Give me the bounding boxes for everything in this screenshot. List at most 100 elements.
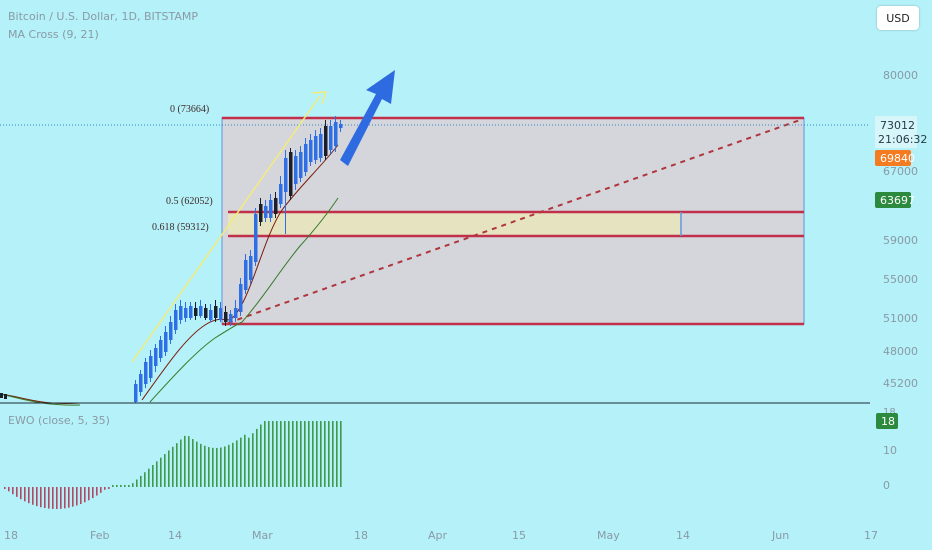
ewo-bar (96, 487, 98, 496)
ewo-bar (156, 461, 158, 487)
time-tick: Feb (90, 529, 109, 542)
ewo-bar (68, 487, 70, 508)
ewo-bar (112, 485, 114, 487)
currency-button[interactable]: USD (877, 6, 919, 30)
ewo-bar (172, 446, 174, 487)
ewo-bar (56, 487, 58, 509)
candle (219, 308, 223, 320)
ewo-bar (188, 436, 190, 487)
candle (259, 204, 263, 222)
time-tick: 14 (676, 529, 690, 542)
ewo-tick: 0 (883, 479, 890, 492)
candle (339, 124, 343, 128)
fib-label-0618: 0.618 (59312) (152, 222, 209, 233)
time-axis[interactable]: 18 Feb 14 Mar 18 Apr 15 May 14 Jun 17 (4, 529, 878, 542)
candle (174, 310, 178, 330)
candle (144, 362, 148, 384)
ewo-bar (104, 487, 106, 490)
ewo-bar (128, 485, 130, 487)
candle (0, 393, 3, 398)
candle (199, 306, 203, 316)
ewo-bar (248, 437, 250, 487)
ewo-bar (140, 475, 142, 487)
ewo-bar (160, 457, 162, 487)
ma-cross-legend: MA Cross (9, 21) (8, 28, 99, 41)
candle (139, 374, 143, 392)
ewo-bar (208, 447, 210, 487)
candle (304, 144, 308, 172)
ewo-bar (116, 485, 118, 487)
countdown-timer: 21:06:32 (878, 133, 927, 146)
ewo-bar (92, 487, 94, 499)
ewo-bar (120, 485, 122, 487)
ewo-bar (332, 421, 334, 487)
candle (239, 284, 243, 312)
ewo-bar (80, 487, 82, 504)
ewo-bar (264, 421, 266, 487)
candle (289, 152, 293, 196)
fib-label-0: 0 (73664) (170, 104, 209, 115)
candle (294, 156, 298, 184)
ewo-bar (100, 487, 102, 493)
ewo-bar (132, 483, 134, 487)
candle (164, 332, 168, 352)
ewo-tick-top: 18 (883, 407, 896, 418)
candle (234, 308, 238, 318)
candle (269, 200, 273, 218)
ewo-bar (44, 487, 46, 509)
ewo-bar (288, 421, 290, 487)
fib-band-highlight (228, 212, 682, 236)
ewo-bar (228, 444, 230, 487)
time-tick: 18 (4, 529, 18, 542)
yellow-trend-line[interactable] (131, 95, 321, 363)
ewo-bar (276, 421, 278, 487)
ewo-bar (64, 487, 66, 509)
ewo-tick: 10 (883, 444, 897, 457)
ewo-bar (256, 428, 258, 487)
price-tick: 45200 (883, 377, 918, 390)
candle (274, 198, 278, 214)
ewo-bar (52, 487, 54, 509)
price-tick: 51000 (883, 312, 918, 325)
time-tick: May (597, 529, 620, 542)
ewo-bar (244, 434, 246, 487)
time-tick: Apr (428, 529, 448, 542)
ewo-bar (324, 421, 326, 487)
ewo-bar (220, 447, 222, 487)
ewo-bar (268, 421, 270, 487)
ewo-bar (72, 487, 74, 507)
ewo-bar (224, 446, 226, 487)
ewo-bar (184, 435, 186, 487)
candle (209, 310, 213, 320)
ewo-bar (196, 441, 198, 487)
candle (309, 140, 313, 162)
price-tick: 59000 (883, 234, 918, 247)
ma-badge-orange-value: 69840 (880, 152, 915, 165)
candle (154, 348, 158, 366)
ewo-bar (240, 437, 242, 487)
ewo-bar (40, 487, 42, 508)
ewo-bar (144, 472, 146, 487)
chart-title: Bitcoin / U.S. Dollar, 1D, BITSTAMP (8, 10, 198, 23)
ewo-bar (180, 439, 182, 487)
candle (229, 314, 233, 322)
candle (134, 384, 138, 402)
ewo-bar (272, 421, 274, 487)
candle (204, 308, 208, 318)
time-tick: 18 (354, 529, 368, 542)
ewo-bar (204, 445, 206, 487)
candle (159, 340, 163, 358)
candle (214, 306, 218, 318)
ewo-bar (296, 421, 298, 487)
ewo-bar (328, 421, 330, 487)
ewo-bar (152, 465, 154, 487)
ewo-legend: EWO (close, 5, 35) (8, 414, 110, 427)
ma-badge-green (875, 192, 911, 208)
ewo-bar (300, 421, 302, 487)
candle (284, 158, 288, 192)
price-tick: 48000 (883, 345, 918, 358)
ewo-bar (284, 421, 286, 487)
dashed-trend-line[interactable] (227, 119, 801, 324)
ewo-bar (320, 421, 322, 487)
